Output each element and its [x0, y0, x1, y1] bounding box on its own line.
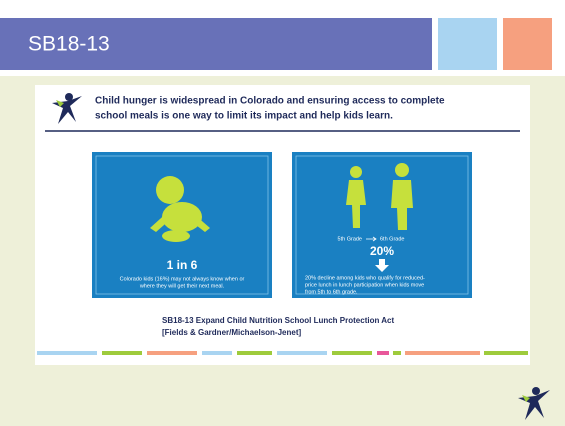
caption: 20% decline among kids who qualify for r… — [305, 275, 425, 281]
headline: school meals is one way to limit its imp… — [95, 111, 393, 122]
caption: from 5th to 6th grade. — [305, 289, 358, 295]
caption: price lunch in lunch participation when … — [305, 282, 424, 288]
footer: SB18-13 Expand Child Nutrition School Lu… — [162, 316, 395, 325]
left-panel: 1 in 6 Colorado kids (16%) may not alway… — [92, 152, 272, 298]
accent-blue — [438, 18, 497, 70]
right-panel: 5th Grade 6th Grade 20% 20% decline amon… — [292, 152, 472, 298]
footer: [Fields & Gardner/Michaelson-Jenet] — [162, 328, 301, 337]
headline: Child hunger is widespread in Colorado a… — [95, 96, 445, 107]
stat: 20% — [370, 244, 394, 258]
caption: Colorado kids (16%) may not always know … — [120, 276, 245, 282]
grade-label: 6th Grade — [380, 236, 404, 242]
grade-label: 5th Grade — [338, 236, 362, 242]
stat: 1 in 6 — [167, 258, 198, 272]
caption: where they will get their next meal. — [139, 283, 225, 289]
color-strip — [37, 351, 528, 355]
slide-title: SB18-13 — [28, 33, 110, 56]
slide: SB18-13 Child hunger is widespread in Co… — [0, 0, 565, 426]
accent-orange — [503, 18, 552, 70]
